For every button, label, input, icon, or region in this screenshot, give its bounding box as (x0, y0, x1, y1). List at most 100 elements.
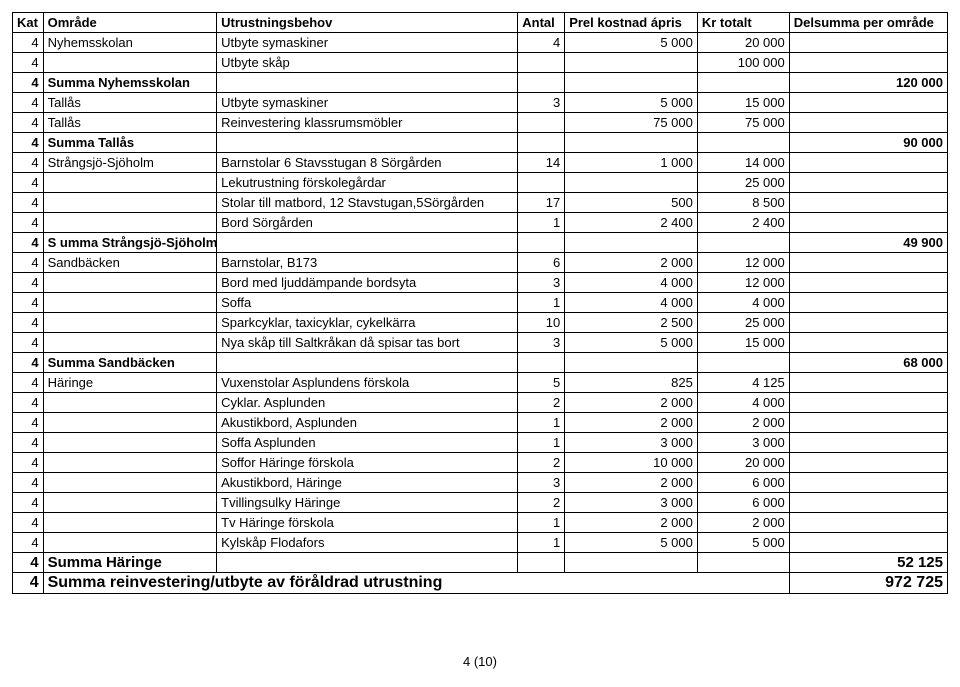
cell-antal: 1 (518, 513, 565, 533)
cell-behov (217, 353, 518, 373)
cell-omrade (43, 193, 217, 213)
cell-apris: 3 000 (565, 493, 698, 513)
cell-kat: 4 (13, 453, 44, 473)
cell-kat: 4 (13, 353, 44, 373)
cell-delsum (789, 273, 947, 293)
table-row: 4 Stolar till matbord, 12 Stavstugan,5Sör… (13, 193, 948, 213)
table-row: 4 Sparkcyklar, taxicyklar, cykelkärra102 … (13, 313, 948, 333)
table-row: 4S umma Strångsjö-Sjöholm49 900 (13, 233, 948, 253)
cell-totalt: 14 000 (697, 153, 789, 173)
table-row: 4HäringeVuxenstolar Asplundens förskola5… (13, 373, 948, 393)
cell-behov: Tv Häringe förskola (217, 513, 518, 533)
cell-apris (565, 173, 698, 193)
table-row: 4Tv Häringe förskola12 0002 000 (13, 513, 948, 533)
cell-omrade: Summa reinvestering/utbyte av föråldrad … (43, 573, 789, 594)
cell-antal: 10 (518, 313, 565, 333)
cell-behov: Sparkcyklar, taxicyklar, cykelkärra (217, 313, 518, 333)
cell-behov: Soffa (217, 293, 518, 313)
cell-kat: 4 (13, 373, 44, 393)
cell-behov (217, 553, 518, 573)
cell-totalt: 25 000 (697, 313, 789, 333)
table-row: 4Soffor Häringe förskola210 00020 000 (13, 453, 948, 473)
cell-apris: 2 500 (565, 313, 698, 333)
cell-kat: 4 (13, 193, 44, 213)
cell-antal: 3 (518, 333, 565, 353)
cell-kat: 4 (13, 213, 44, 233)
cell-delsum (789, 53, 947, 73)
cell-totalt: 6 000 (697, 473, 789, 493)
cell-apris: 2 000 (565, 393, 698, 413)
cell-behov: Akustikbord, Asplunden (217, 413, 518, 433)
table-row: 4Akustikbord, Häringe32 0006 000 (13, 473, 948, 493)
table-row: 4Summa Tallås90 000 (13, 133, 948, 153)
cell-antal (518, 553, 565, 573)
cell-kat: 4 (13, 533, 44, 553)
cell-delsum (789, 113, 947, 133)
table-row: 4SandbäckenBarnstolar, B17362 00012 000 (13, 253, 948, 273)
cell-behov (217, 133, 518, 153)
cell-behov: Akustikbord, Häringe (217, 473, 518, 493)
table-row: 4NyhemsskolanUtbyte symaskiner45 00020 0… (13, 33, 948, 53)
cell-omrade (43, 473, 217, 493)
col-header-omrade: Område (43, 13, 217, 33)
cell-delsum (789, 153, 947, 173)
cell-antal: 1 (518, 213, 565, 233)
cell-behov: Soffa Asplunden (217, 433, 518, 453)
cell-antal: 1 (518, 533, 565, 553)
cell-antal: 3 (518, 93, 565, 113)
cell-behov: Utbyte symaskiner (217, 33, 518, 53)
cell-delsum (789, 173, 947, 193)
cell-totalt: 2 400 (697, 213, 789, 233)
cell-kat: 4 (13, 293, 44, 313)
cell-antal: 1 (518, 293, 565, 313)
cell-behov: Stolar till matbord, 12 Stavstugan,5Sörg… (217, 193, 518, 213)
cell-kat: 4 (13, 393, 44, 413)
table-row: 4Strångsjö-SjöholmBarnstolar 6 Stavsstug… (13, 153, 948, 173)
cell-apris (565, 133, 698, 153)
table-row: 4Cyklar. Asplunden22 0004 000 (13, 393, 948, 413)
cell-antal (518, 233, 565, 253)
cell-antal: 17 (518, 193, 565, 213)
cell-omrade (43, 53, 217, 73)
cell-kat: 4 (13, 233, 44, 253)
cell-delsum: 52 125 (789, 553, 947, 573)
cell-delsum: 972 725 (789, 573, 947, 594)
table-row: 4Soffa14 0004 000 (13, 293, 948, 313)
cell-apris: 5 000 (565, 33, 698, 53)
cell-omrade (43, 453, 217, 473)
cell-behov (217, 73, 518, 93)
cell-delsum (789, 393, 947, 413)
cell-apris (565, 73, 698, 93)
cell-delsum (789, 213, 947, 233)
cell-omrade (43, 313, 217, 333)
cell-totalt: 25 000 (697, 173, 789, 193)
cell-delsum: 68 000 (789, 353, 947, 373)
cell-kat: 4 (13, 433, 44, 453)
cell-antal: 2 (518, 393, 565, 413)
cell-antal (518, 133, 565, 153)
cell-antal: 4 (518, 33, 565, 53)
cell-kat: 4 (13, 253, 44, 273)
cell-kat: 4 (13, 113, 44, 133)
cell-apris: 4 000 (565, 293, 698, 313)
cell-antal: 2 (518, 453, 565, 473)
cell-totalt: 100 000 (697, 53, 789, 73)
cell-kat: 4 (13, 313, 44, 333)
cell-totalt (697, 353, 789, 373)
cell-totalt: 4 000 (697, 393, 789, 413)
cell-kat: 4 (13, 33, 44, 53)
cell-kat: 4 (13, 333, 44, 353)
cell-omrade: S umma Strångsjö-Sjöholm (43, 233, 217, 253)
cell-totalt: 12 000 (697, 253, 789, 273)
table-row: 4Akustikbord, Asplunden12 0002 000 (13, 413, 948, 433)
cell-totalt: 15 000 (697, 333, 789, 353)
cell-kat: 4 (13, 413, 44, 433)
cell-antal: 14 (518, 153, 565, 173)
cell-omrade (43, 393, 217, 413)
cell-omrade: Tallås (43, 93, 217, 113)
cell-omrade (43, 293, 217, 313)
cell-apris: 5 000 (565, 93, 698, 113)
cell-delsum (789, 433, 947, 453)
cell-antal: 5 (518, 373, 565, 393)
cell-delsum (789, 373, 947, 393)
